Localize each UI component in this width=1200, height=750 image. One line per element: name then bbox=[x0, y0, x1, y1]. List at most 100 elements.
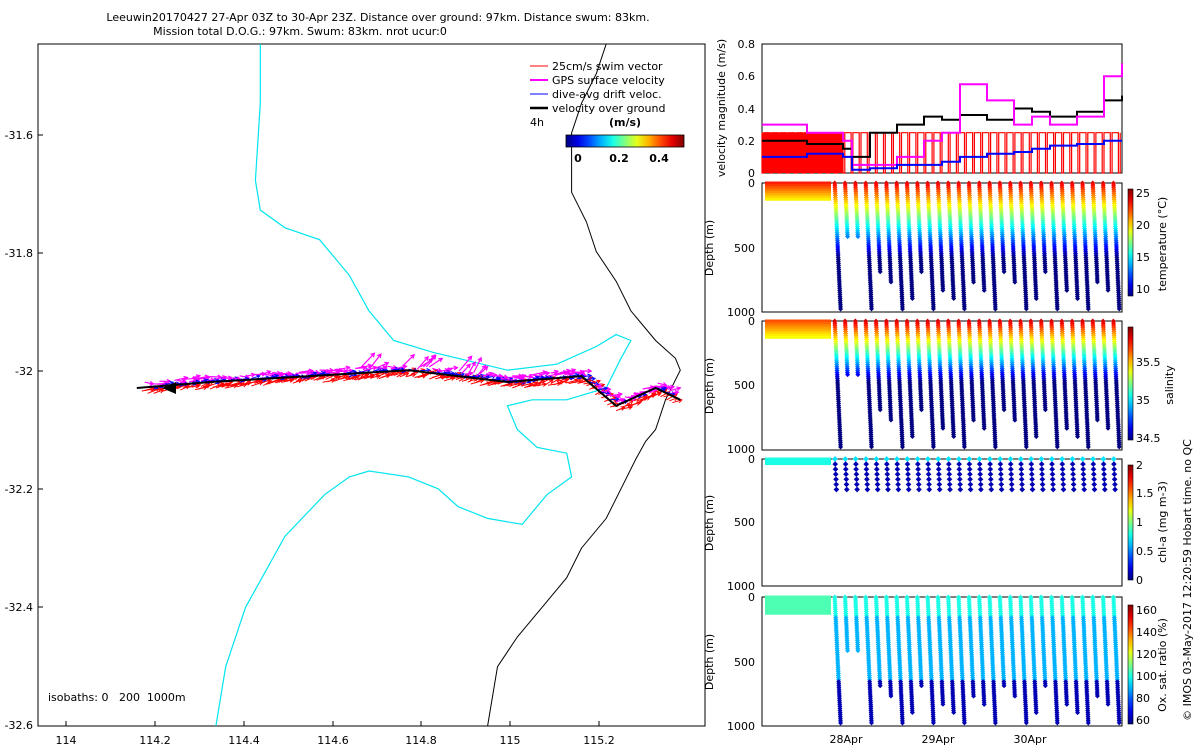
profile-point bbox=[771, 611, 774, 615]
profile-point bbox=[966, 466, 973, 473]
profile-point bbox=[1069, 456, 1076, 462]
profile-point bbox=[914, 456, 921, 462]
profile-point bbox=[774, 181, 777, 185]
profile-point bbox=[789, 181, 792, 185]
profile-point bbox=[771, 181, 774, 185]
profile-point bbox=[792, 197, 795, 201]
velocity-content bbox=[761, 63, 1123, 174]
profile-point bbox=[822, 197, 825, 201]
profile-point bbox=[956, 456, 962, 462]
profile-point bbox=[801, 183, 804, 187]
vector-arrow bbox=[357, 374, 369, 381]
profile-point bbox=[816, 462, 819, 466]
profile-point bbox=[883, 456, 890, 462]
vector-arrow bbox=[672, 399, 683, 404]
vector-arrow bbox=[601, 390, 611, 394]
profile-point bbox=[894, 456, 900, 462]
profile-point bbox=[883, 461, 890, 467]
profile-point bbox=[1070, 476, 1077, 483]
profile-point bbox=[1028, 471, 1035, 478]
profile-point bbox=[816, 195, 819, 199]
profile-point bbox=[807, 188, 810, 192]
profile-point bbox=[801, 197, 804, 201]
vector-arrow bbox=[550, 378, 560, 384]
profile-point bbox=[976, 461, 983, 467]
profile-point bbox=[988, 481, 994, 488]
vector-arrow bbox=[183, 377, 197, 380]
profile-point bbox=[813, 611, 816, 615]
profile-point bbox=[997, 461, 1004, 467]
profile-point bbox=[810, 188, 813, 192]
profile-point bbox=[792, 193, 795, 197]
vector-arrow bbox=[441, 371, 451, 374]
profile-point bbox=[786, 183, 789, 187]
vector-arrow bbox=[639, 396, 651, 403]
profile-point bbox=[774, 335, 777, 339]
profile-point bbox=[825, 611, 828, 615]
profile-point bbox=[768, 181, 771, 185]
vector-arrow bbox=[589, 381, 599, 386]
profile-point bbox=[853, 461, 859, 467]
profile-point bbox=[768, 611, 771, 615]
profile-point bbox=[1101, 481, 1108, 488]
vector-arrow bbox=[447, 367, 458, 370]
profile-point bbox=[798, 190, 801, 194]
vector-arrow bbox=[242, 379, 252, 387]
profile-point bbox=[1018, 476, 1025, 483]
profile-point bbox=[852, 456, 859, 462]
profile-point bbox=[1090, 456, 1096, 462]
profile-point bbox=[926, 476, 932, 483]
profile-point bbox=[842, 466, 849, 473]
profile-point bbox=[804, 462, 807, 466]
vector-arrowhead bbox=[600, 383, 606, 388]
profile-point bbox=[1019, 486, 1026, 493]
vector-arrowhead bbox=[603, 386, 609, 392]
profile-point bbox=[816, 190, 819, 194]
profile-point bbox=[998, 481, 1005, 488]
vector-arrow bbox=[355, 367, 367, 369]
profile-point bbox=[765, 183, 768, 187]
vector-arrow bbox=[574, 371, 584, 374]
profile-point bbox=[947, 486, 953, 493]
map-x-tick: 114 bbox=[56, 734, 77, 747]
vector-arrow bbox=[532, 376, 540, 380]
profile-point bbox=[786, 190, 789, 194]
profile-point bbox=[819, 186, 822, 190]
legend-swim-label: 25cm/s swim vector bbox=[552, 60, 663, 73]
profile-point bbox=[789, 462, 792, 466]
profile-point bbox=[925, 461, 931, 467]
profile-point bbox=[777, 186, 780, 190]
profile-point bbox=[976, 456, 983, 462]
profile-point bbox=[798, 193, 801, 197]
salinity-y-label: Depth (m) bbox=[703, 358, 716, 414]
profile-point bbox=[946, 466, 952, 473]
vector-arrowhead bbox=[205, 375, 212, 381]
profile-point bbox=[894, 471, 901, 478]
chla-cb-tick: 0 bbox=[1136, 574, 1143, 587]
vector-arrow bbox=[263, 380, 272, 386]
profile-point bbox=[786, 462, 789, 466]
map-y-tick: -32.4 bbox=[5, 601, 33, 614]
profile-point bbox=[894, 461, 901, 467]
profile-point bbox=[998, 471, 1004, 478]
profile-point bbox=[884, 476, 891, 483]
profile-point bbox=[819, 183, 822, 187]
vector-arrow bbox=[369, 353, 382, 369]
profile-point bbox=[777, 183, 780, 187]
profile-point bbox=[810, 462, 813, 466]
profile-point bbox=[783, 186, 786, 190]
profile-point bbox=[1110, 456, 1117, 462]
vector-arrow bbox=[192, 375, 201, 379]
profile-point bbox=[774, 611, 777, 615]
profile-point bbox=[956, 461, 962, 467]
vector-arrow bbox=[610, 398, 619, 401]
vector-arrow bbox=[479, 366, 489, 375]
profile-point bbox=[845, 234, 851, 240]
chla-cb-tick: 1.5 bbox=[1136, 487, 1154, 500]
profile-point bbox=[935, 456, 942, 462]
vector-arrowhead bbox=[587, 368, 593, 374]
vector-arrowhead bbox=[548, 379, 554, 384]
profile-point bbox=[864, 476, 870, 483]
profile-point bbox=[925, 456, 931, 462]
profile-point bbox=[873, 466, 880, 473]
